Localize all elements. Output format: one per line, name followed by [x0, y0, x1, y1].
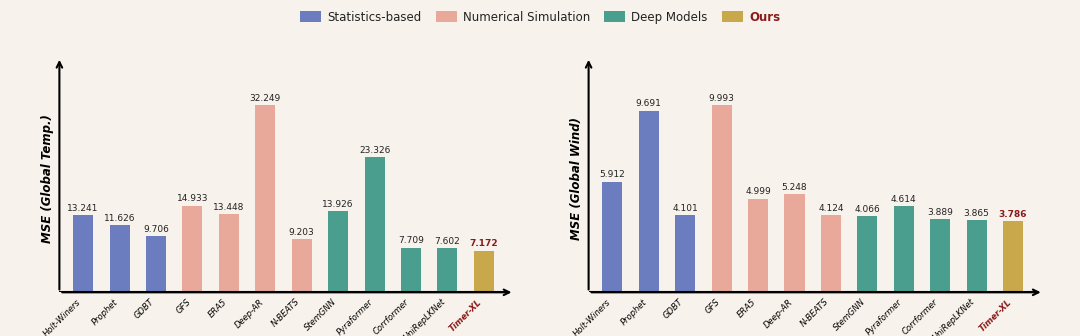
Text: 7.602: 7.602 [434, 237, 460, 246]
Bar [437, 248, 458, 292]
Text: 32.249: 32.249 [249, 94, 281, 103]
Bar [474, 251, 494, 292]
Text: 9.691: 9.691 [636, 99, 662, 109]
Text: 9.203: 9.203 [288, 227, 314, 237]
Text: 13.241: 13.241 [67, 204, 98, 213]
Text: 4.124: 4.124 [819, 204, 843, 213]
Text: 5.912: 5.912 [599, 170, 625, 179]
Text: 13.926: 13.926 [323, 200, 354, 209]
Text: 4.066: 4.066 [854, 205, 880, 214]
Bar [821, 215, 841, 292]
Bar [328, 211, 348, 292]
Text: 3.889: 3.889 [928, 208, 954, 217]
Text: 9.706: 9.706 [143, 225, 168, 234]
Text: 13.448: 13.448 [213, 203, 244, 212]
Text: 4.999: 4.999 [745, 187, 771, 196]
Bar [73, 215, 93, 292]
Bar [967, 220, 987, 292]
Y-axis label: MSE (Global Wind): MSE (Global Wind) [570, 117, 583, 240]
Text: 3.786: 3.786 [999, 210, 1027, 219]
Text: 3.865: 3.865 [963, 209, 989, 218]
Bar [603, 181, 622, 292]
Bar [894, 206, 914, 292]
Bar [219, 214, 239, 292]
Text: 23.326: 23.326 [359, 145, 390, 155]
Text: 7.709: 7.709 [399, 236, 424, 245]
Text: 11.626: 11.626 [104, 214, 135, 222]
Bar [183, 206, 202, 292]
Y-axis label: MSE (Global Temp.): MSE (Global Temp.) [41, 114, 54, 243]
Bar [748, 199, 768, 292]
Bar [638, 111, 659, 292]
Text: 5.248: 5.248 [782, 183, 807, 192]
Bar [675, 215, 696, 292]
Bar [255, 105, 275, 292]
Text: 4.101: 4.101 [672, 204, 698, 213]
Legend: Statistics-based, Numerical Simulation, Deep Models, Ours: Statistics-based, Numerical Simulation, … [295, 6, 785, 28]
Bar [858, 216, 877, 292]
Bar [401, 248, 421, 292]
Bar [784, 194, 805, 292]
Text: 14.933: 14.933 [177, 194, 208, 203]
Bar [930, 219, 950, 292]
Bar [365, 157, 384, 292]
Bar [1003, 221, 1023, 292]
Bar [109, 225, 130, 292]
Bar [712, 105, 731, 292]
Bar [146, 236, 166, 292]
Text: 9.993: 9.993 [708, 94, 734, 103]
Text: 7.172: 7.172 [470, 240, 498, 248]
Bar [292, 239, 312, 292]
Text: 4.614: 4.614 [891, 195, 917, 204]
